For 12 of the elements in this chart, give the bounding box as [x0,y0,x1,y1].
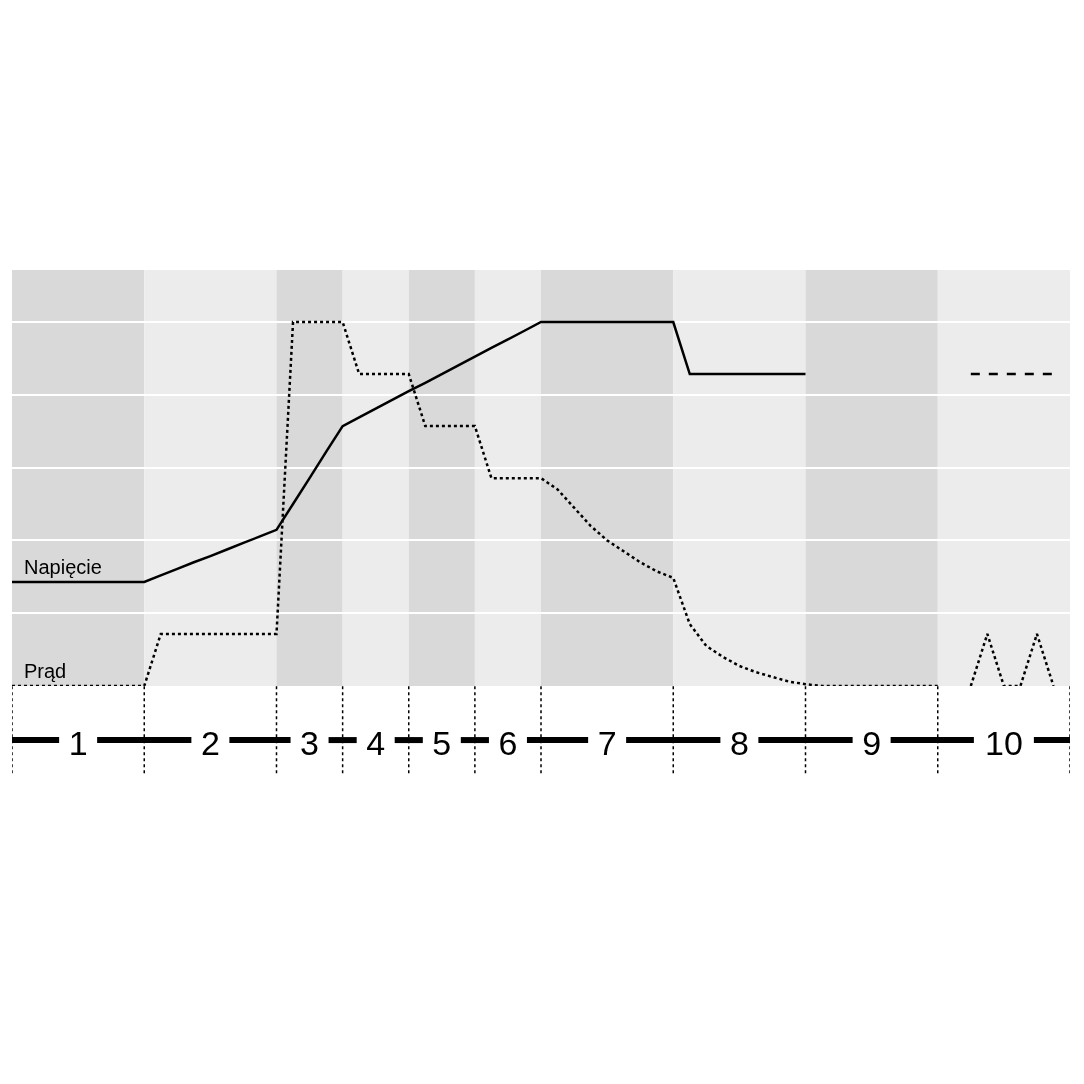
x-tick-label: 4 [366,724,386,762]
x-tick-label: 5 [432,724,452,762]
x-tick-label: 3 [300,724,320,762]
x-tick-label: 8 [729,724,749,762]
series-label: Prąd [24,660,67,682]
series-label: Napięcie [24,556,102,578]
x-tick-label: 10 [984,724,1023,762]
x-tick-label: 1 [68,724,88,762]
x-tick-label: 6 [498,724,518,762]
x-tick-label: 2 [200,724,220,762]
x-tick-label: 7 [597,724,617,762]
x-tick-label: 9 [862,724,882,762]
